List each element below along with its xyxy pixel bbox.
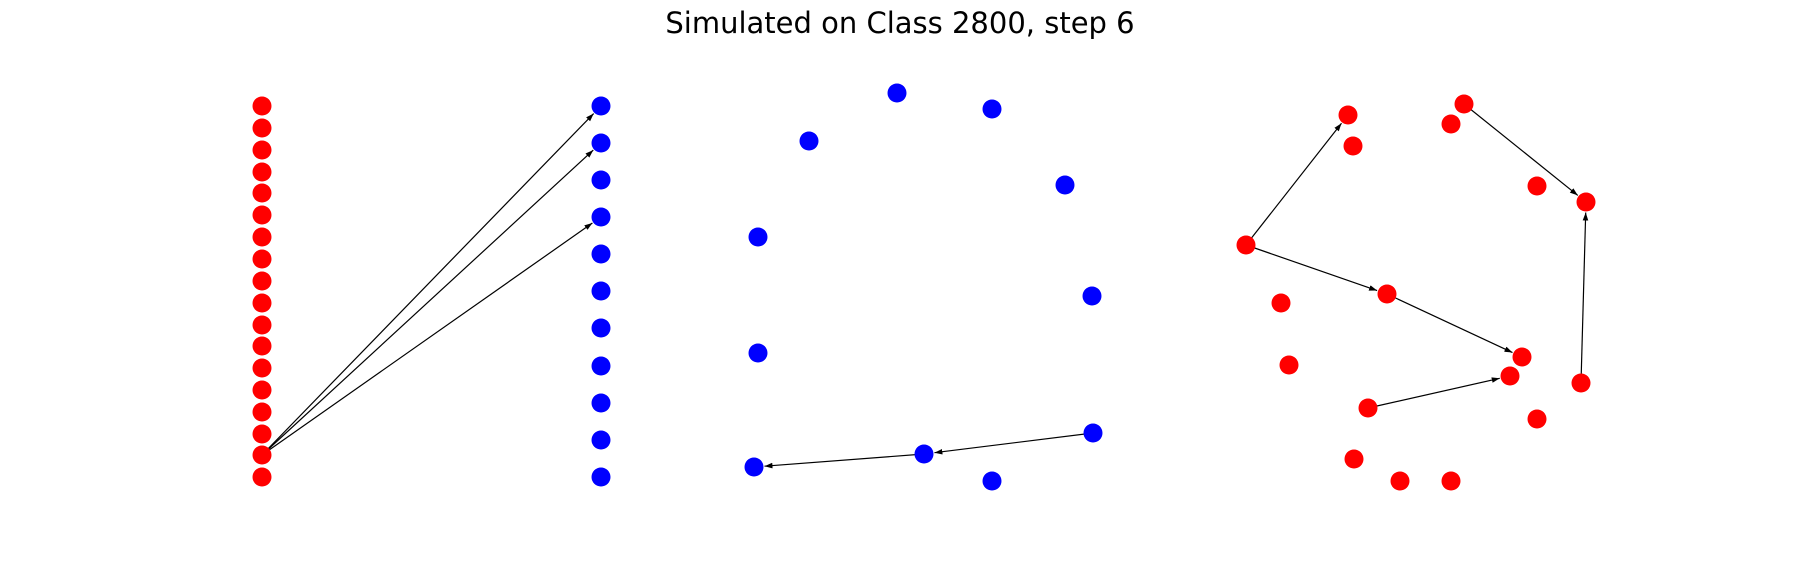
node-C14 [1527, 409, 1547, 429]
edge-C13-C11 [1367, 377, 1500, 409]
node-R2 [591, 170, 611, 190]
node-B0 [887, 83, 907, 103]
node-B2 [799, 131, 819, 151]
nodes-layer [252, 83, 1596, 491]
node-C15 [1344, 449, 1364, 469]
node-C16 [1390, 471, 1410, 491]
node-L9 [252, 293, 272, 313]
node-C3 [1343, 136, 1363, 156]
node-B10 [982, 471, 1002, 491]
node-C6 [1236, 235, 1256, 255]
edges-layer [261, 103, 1589, 469]
node-L14 [252, 402, 272, 422]
edge-L16-R0 [261, 113, 595, 456]
node-C12 [1571, 373, 1591, 393]
node-R0 [591, 96, 611, 116]
node-L8 [252, 271, 272, 291]
node-R7 [591, 356, 611, 376]
edge-C7-C9 [1386, 293, 1513, 354]
node-C4 [1527, 176, 1547, 196]
node-C9 [1512, 347, 1532, 367]
node-L4 [252, 183, 272, 203]
node-B5 [1082, 286, 1102, 306]
node-B9 [744, 457, 764, 477]
node-L15 [252, 424, 272, 444]
node-C10 [1279, 355, 1299, 375]
node-B7 [1083, 423, 1103, 443]
node-L1 [252, 118, 272, 138]
edge-C6-C1 [1245, 122, 1342, 246]
edge-C6-C7 [1245, 244, 1378, 292]
node-L2 [252, 140, 272, 160]
edge-L16-R1 [261, 149, 594, 456]
edge-C0-C5 [1463, 103, 1579, 196]
node-L11 [252, 336, 272, 356]
node-B4 [748, 227, 768, 247]
node-C2 [1441, 114, 1461, 134]
node-R9 [591, 430, 611, 450]
edge-L16-R3 [261, 222, 593, 456]
node-R8 [591, 393, 611, 413]
node-C5 [1576, 192, 1596, 212]
node-C0 [1454, 94, 1474, 114]
edge-B7-B8 [934, 432, 1094, 455]
node-B8 [914, 444, 934, 464]
node-L12 [252, 358, 272, 378]
edge-C12-C5 [1580, 212, 1589, 384]
node-L5 [252, 205, 272, 225]
node-R1 [591, 133, 611, 153]
node-L10 [252, 315, 272, 335]
node-R5 [591, 281, 611, 301]
node-C8 [1271, 293, 1291, 313]
node-B6 [748, 343, 768, 363]
node-B3 [1055, 175, 1075, 195]
node-L13 [252, 380, 272, 400]
node-L7 [252, 249, 272, 269]
node-C11 [1500, 366, 1520, 386]
node-L0 [252, 96, 272, 116]
node-R10 [591, 467, 611, 487]
node-C7 [1377, 284, 1397, 304]
node-L16 [252, 445, 272, 465]
node-R6 [591, 318, 611, 338]
node-R3 [591, 207, 611, 227]
node-L6 [252, 227, 272, 247]
node-C13 [1358, 398, 1378, 418]
node-L3 [252, 162, 272, 182]
chart-title: Simulated on Class 2800, step 6 [665, 6, 1135, 40]
node-L17 [252, 467, 272, 487]
node-C17 [1441, 471, 1461, 491]
edge-B8-B9 [764, 453, 925, 469]
node-B1 [982, 99, 1002, 119]
node-R4 [591, 244, 611, 264]
node-C1 [1338, 105, 1358, 125]
